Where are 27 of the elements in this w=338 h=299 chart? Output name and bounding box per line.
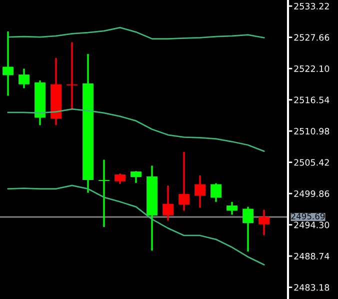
line-series xyxy=(7,26,265,40)
y-tick-label: 2488.74 xyxy=(294,252,330,260)
candlestick xyxy=(114,172,126,185)
candlestick xyxy=(66,41,78,110)
y-tick-label: 2527.66 xyxy=(294,34,330,41)
candlestick xyxy=(2,30,14,97)
y-tick-label: 2505.42 xyxy=(294,159,329,166)
candlestick xyxy=(242,206,254,252)
candlestick xyxy=(210,182,222,203)
y-tick-label: 2533.22 xyxy=(294,2,329,10)
candlestick xyxy=(130,170,142,184)
candlestick xyxy=(178,151,190,212)
y-tick-label: 2499.86 xyxy=(294,190,330,198)
y-tick-label: 2510.98 xyxy=(294,128,330,135)
candlestick xyxy=(194,174,206,208)
y-tick-label: 2483.18 xyxy=(294,284,330,291)
y-tick-label: 2494.30 xyxy=(294,222,330,228)
candlestick xyxy=(258,208,270,236)
candlestick xyxy=(162,184,174,222)
line-series xyxy=(7,108,265,152)
y-tick-label: 2516.54 xyxy=(294,96,330,104)
line-series xyxy=(7,184,265,266)
ref-line-label: 2495.69 xyxy=(291,213,325,220)
candlestick xyxy=(98,158,110,228)
candlestick xyxy=(18,68,30,90)
candlestick xyxy=(226,201,238,216)
y-tick-label: 2522.10 xyxy=(294,65,330,72)
